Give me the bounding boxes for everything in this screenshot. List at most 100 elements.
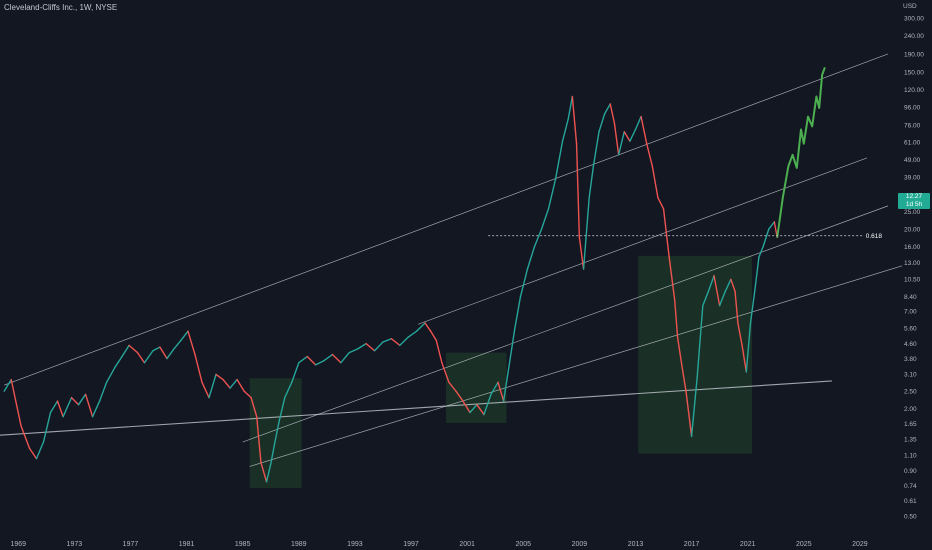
price-segment: [617, 131, 625, 156]
x-tick-label: 2029: [852, 541, 868, 548]
price-segment: [70, 396, 80, 406]
price-segment: [77, 393, 87, 406]
price-segment: [448, 381, 457, 392]
accumulation-zone: [249, 378, 302, 489]
projected-path: [776, 66, 826, 238]
price-segment: [194, 353, 203, 384]
price-segment: [187, 330, 196, 356]
price-segment: [674, 299, 679, 338]
x-tick-label: 2017: [684, 541, 700, 548]
price-segment: [270, 441, 276, 465]
price-segment: [3, 378, 12, 392]
y-tick-label: 96.00: [904, 104, 921, 111]
price-segment: [291, 362, 300, 384]
price-segment: [603, 103, 611, 115]
price-segment: [578, 236, 585, 270]
y-tick-label: 1.10: [904, 452, 917, 459]
price-segment: [42, 411, 52, 443]
accumulation-zone: [638, 255, 752, 454]
price-segment: [173, 339, 182, 350]
y-tick-label: 300.00: [904, 16, 924, 23]
price-segment: [609, 103, 616, 124]
x-tick-label: 1977: [123, 541, 139, 548]
y-tick-label: 5.60: [904, 326, 917, 333]
bar-countdown: 1d 5h: [905, 200, 923, 208]
price-segment: [741, 344, 748, 373]
y-tick-label: 1.35: [904, 436, 917, 443]
plot-area[interactable]: [0, 0, 895, 530]
price-segment: [399, 336, 409, 347]
price-segment: [646, 143, 654, 167]
price-segment: [737, 322, 743, 347]
price-segment: [357, 342, 367, 350]
fib-level-label: 0.618: [866, 233, 883, 240]
price-segment: [561, 118, 569, 142]
y-tick-label: 2.00: [904, 406, 917, 413]
price-segment: [10, 378, 22, 427]
price-segment: [668, 256, 676, 302]
channel-trendline: [242, 205, 889, 443]
price-segment: [483, 393, 492, 416]
price-segment: [758, 245, 764, 258]
price-segment: [749, 290, 756, 324]
price-segment: [540, 208, 550, 230]
price-segment: [575, 143, 581, 239]
price-segment: [598, 113, 606, 133]
price-segment: [222, 378, 231, 389]
price-segment: [35, 441, 45, 460]
y-tick-label: 0.50: [904, 514, 917, 521]
x-tick-label: 2013: [628, 541, 644, 548]
price-segment: [331, 353, 342, 364]
x-tick-label: 1973: [67, 541, 83, 548]
y-tick-label: 1.65: [904, 421, 917, 428]
last-price-badge: 12.27 1d 5h: [898, 193, 930, 209]
price-segment: [84, 393, 94, 418]
x-tick-label: 2021: [740, 541, 756, 548]
y-tick-label: 20.00: [904, 227, 921, 234]
y-axis-currency: USD: [903, 3, 917, 10]
price-segment: [662, 208, 670, 258]
y-tick-label: 240.00: [904, 33, 924, 40]
price-segment: [455, 390, 464, 402]
price-segment: [98, 381, 108, 402]
price-segment: [502, 364, 510, 402]
price-segment: [208, 373, 217, 399]
price-segment: [28, 447, 38, 460]
y-tick-label: 10.50: [904, 277, 921, 284]
price-segment: [365, 342, 376, 352]
price-segment: [180, 330, 189, 342]
chart-title: Cleveland-Cliffs Inc., 1W, NYSE: [4, 3, 118, 12]
price-segment: [424, 322, 432, 332]
price-segment: [476, 403, 485, 416]
y-tick-label: 0.61: [904, 498, 917, 505]
price-segment: [382, 338, 393, 343]
price-segment: [415, 322, 426, 332]
price-segment: [143, 350, 154, 364]
price-segment: [623, 131, 631, 142]
price-segment: [754, 256, 760, 293]
price-segment: [547, 178, 557, 210]
price-segment: [508, 327, 516, 366]
price-segment: [128, 344, 139, 354]
price-segment: [274, 420, 280, 443]
y-tick-label: 25.00: [904, 209, 921, 216]
price-segment: [314, 359, 325, 366]
price-segment: [56, 400, 64, 418]
price-segment: [582, 196, 590, 270]
x-tick-label: 2025: [796, 541, 812, 548]
price-segment: [49, 400, 59, 414]
price-segment: [215, 373, 224, 381]
price-segment: [567, 95, 574, 121]
price-segment: [676, 336, 683, 366]
price-segment: [298, 355, 308, 364]
y-tick-label: 2.50: [904, 388, 917, 395]
accumulation-zone: [446, 352, 507, 424]
price-segment: [121, 344, 130, 358]
price-segment: [592, 131, 600, 167]
price-segment: [284, 381, 293, 399]
price-segment: [685, 390, 693, 437]
price-segment: [91, 400, 101, 418]
y-tick-label: 120.00: [904, 87, 924, 94]
price-segment: [201, 381, 210, 399]
